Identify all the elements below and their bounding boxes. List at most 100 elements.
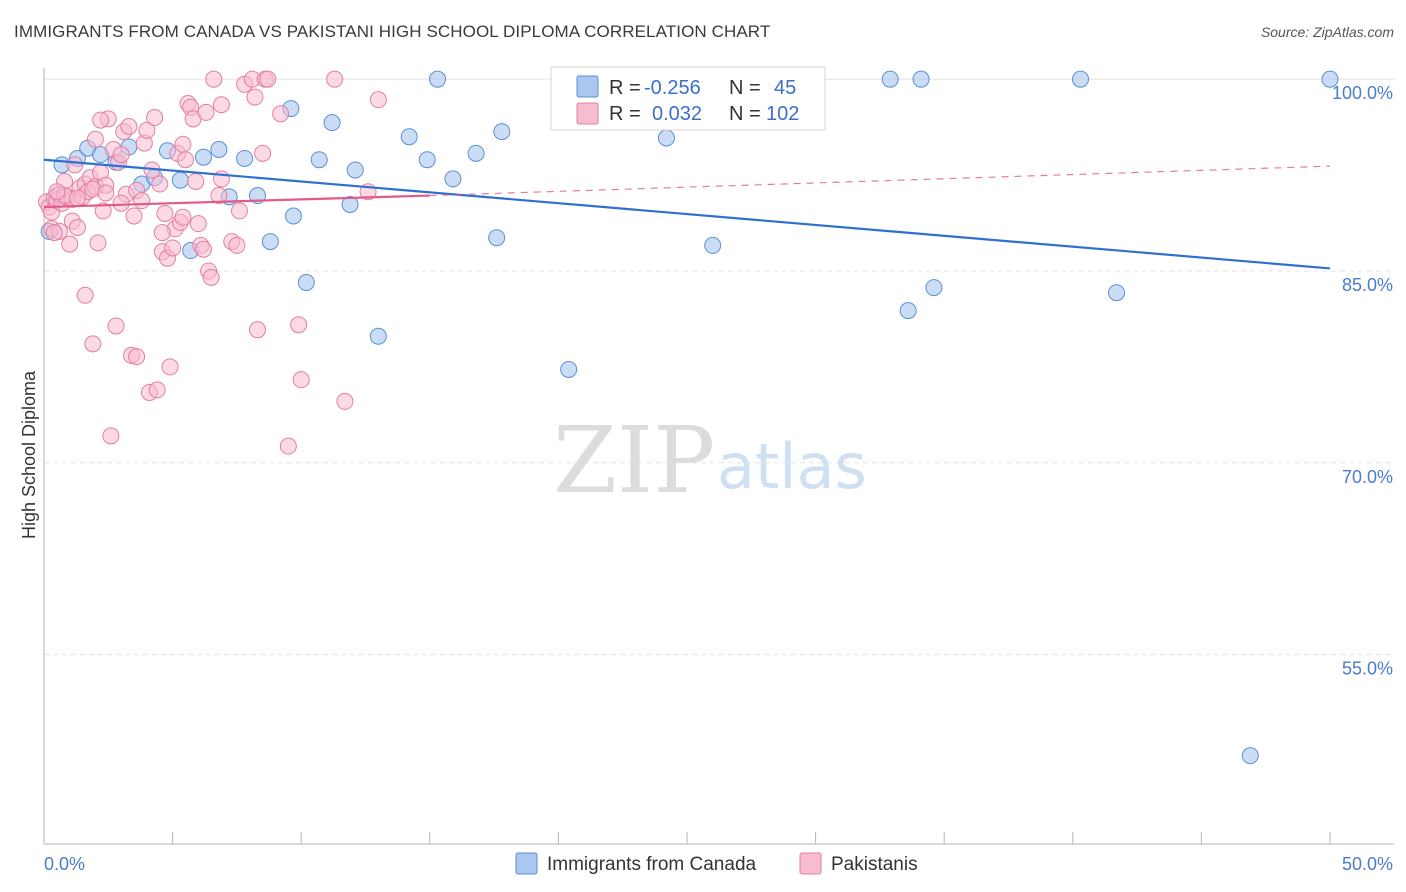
watermark: ZIP atlas <box>553 407 867 514</box>
data-point-pakistanis <box>161 358 179 376</box>
data-point-canada <box>297 273 315 291</box>
data-point-canada <box>899 302 917 320</box>
data-point-canada <box>560 360 578 378</box>
data-point-pakistanis <box>92 111 110 129</box>
y-axis-label: High School Diploma <box>19 370 39 539</box>
data-point-pakistanis <box>290 316 308 334</box>
data-point-pakistanis <box>197 103 215 121</box>
y-tick-label: 70.0% <box>1342 467 1393 487</box>
data-point-pakistanis <box>210 187 228 205</box>
data-point-pakistanis <box>68 219 86 237</box>
data-point-pakistanis <box>272 105 290 123</box>
data-point-pakistanis <box>164 239 182 257</box>
data-point-canada <box>400 128 418 146</box>
data-point-canada <box>657 129 675 147</box>
data-point-pakistanis <box>151 175 169 193</box>
data-point-pakistanis <box>336 392 354 410</box>
data-point-pakistanis <box>259 70 277 88</box>
legend-r-label-pakistanis: R = <box>609 103 641 125</box>
data-point-canada <box>488 229 506 247</box>
legend-r-value-pakistanis: 0.032 <box>652 103 702 125</box>
data-point-pakistanis <box>174 208 192 226</box>
data-point-pakistanis <box>230 202 248 220</box>
data-point-pakistanis <box>133 192 151 210</box>
bottom-legend-swatch-canada <box>515 852 538 875</box>
data-point-pakistanis <box>292 371 310 389</box>
chart-title: IMMIGRANTS FROM CANADA VS PAKISTANI HIGH… <box>14 22 771 41</box>
data-point-canada <box>310 151 328 169</box>
trend-line-canada <box>43 158 1331 270</box>
data-point-pakistanis <box>156 204 174 222</box>
data-point-canada <box>194 148 212 166</box>
data-point-pakistanis <box>45 224 63 242</box>
data-point-canada <box>210 141 228 159</box>
trend-line-pakistanis-extension <box>429 165 1331 197</box>
data-point-pakistanis <box>66 156 84 174</box>
stats-legend: R = -0.256 N = 45 R = 0.032 N = 102 <box>550 66 826 131</box>
data-point-canada <box>1321 70 1339 88</box>
watermark-atlas: atlas <box>717 430 867 503</box>
legend-n-label-pakistanis: N = <box>729 103 761 125</box>
data-point-pakistanis <box>187 172 205 190</box>
data-point-canada <box>369 327 387 345</box>
data-point-canada <box>341 195 359 213</box>
x-tick-label-max: 50.0% <box>1342 854 1393 874</box>
y-tick-label: 55.0% <box>1342 659 1393 679</box>
trend-line-pakistanis <box>43 194 430 209</box>
bottom-legend-swatch-pakistanis <box>799 852 822 875</box>
data-point-canada <box>925 279 943 297</box>
data-point-canada <box>1241 747 1259 765</box>
data-point-canada <box>493 123 511 141</box>
data-point-canada <box>1108 284 1126 302</box>
data-point-pakistanis <box>205 70 223 88</box>
data-point-pakistanis <box>102 427 120 445</box>
bottom-legend-label-canada: Immigrants from Canada <box>547 854 757 875</box>
data-point-pakistanis <box>176 151 194 169</box>
legend-swatch-canada <box>576 75 599 98</box>
chart-source: Source: ZipAtlas.com <box>1260 24 1394 40</box>
legend-n-value-canada: 45 <box>774 77 796 99</box>
data-point-canada <box>284 207 302 225</box>
legend-n-label-canada: N = <box>729 77 761 99</box>
legend-r-label-canada: R = <box>609 77 641 99</box>
data-point-canada <box>912 70 930 88</box>
data-point-pakistanis <box>189 215 207 233</box>
y-tick-label: 100.0% <box>1332 83 1393 103</box>
legend-n-value-pakistanis: 102 <box>766 103 799 125</box>
data-point-pakistanis <box>146 109 164 127</box>
data-point-canada <box>704 236 722 254</box>
data-point-canada <box>346 161 364 179</box>
data-point-pakistanis <box>138 121 156 139</box>
data-point-canada <box>444 170 462 188</box>
data-point-pakistanis <box>369 91 387 109</box>
bottom-legend-label-pakistanis: Pakistanis <box>831 854 918 875</box>
data-point-canada <box>261 233 279 251</box>
legend-swatch-pakistanis <box>576 102 599 125</box>
data-point-pakistanis <box>194 240 212 258</box>
data-point-pakistanis <box>94 202 112 220</box>
watermark-zip: ZIP <box>553 407 715 514</box>
series-legend: Immigrants from Canada Pakistanis <box>515 852 918 875</box>
data-point-pakistanis <box>248 321 266 339</box>
data-point-pakistanis <box>112 146 130 164</box>
data-point-pakistanis <box>120 117 138 135</box>
data-point-canada <box>881 70 899 88</box>
data-point-pakistanis <box>107 317 125 335</box>
data-point-canada <box>236 149 254 167</box>
data-point-canada <box>171 171 189 189</box>
data-point-pakistanis <box>61 235 79 253</box>
legend-r-value-canada: -0.256 <box>644 77 701 99</box>
x-tick-label-min: 0.0% <box>44 854 85 874</box>
data-point-pakistanis <box>246 88 264 106</box>
y-tick-labels: 55.0% 70.0% 85.0% 100.0% <box>1332 83 1393 678</box>
data-point-pakistanis <box>112 194 130 212</box>
data-point-pakistanis <box>228 236 246 254</box>
data-point-canada <box>418 151 436 169</box>
data-point-pakistanis <box>148 381 166 399</box>
data-point-canada <box>1072 70 1090 88</box>
data-point-pakistanis <box>174 135 192 153</box>
data-point-canada <box>323 114 341 132</box>
data-point-pakistanis <box>279 437 297 455</box>
data-point-pakistanis <box>254 144 272 162</box>
